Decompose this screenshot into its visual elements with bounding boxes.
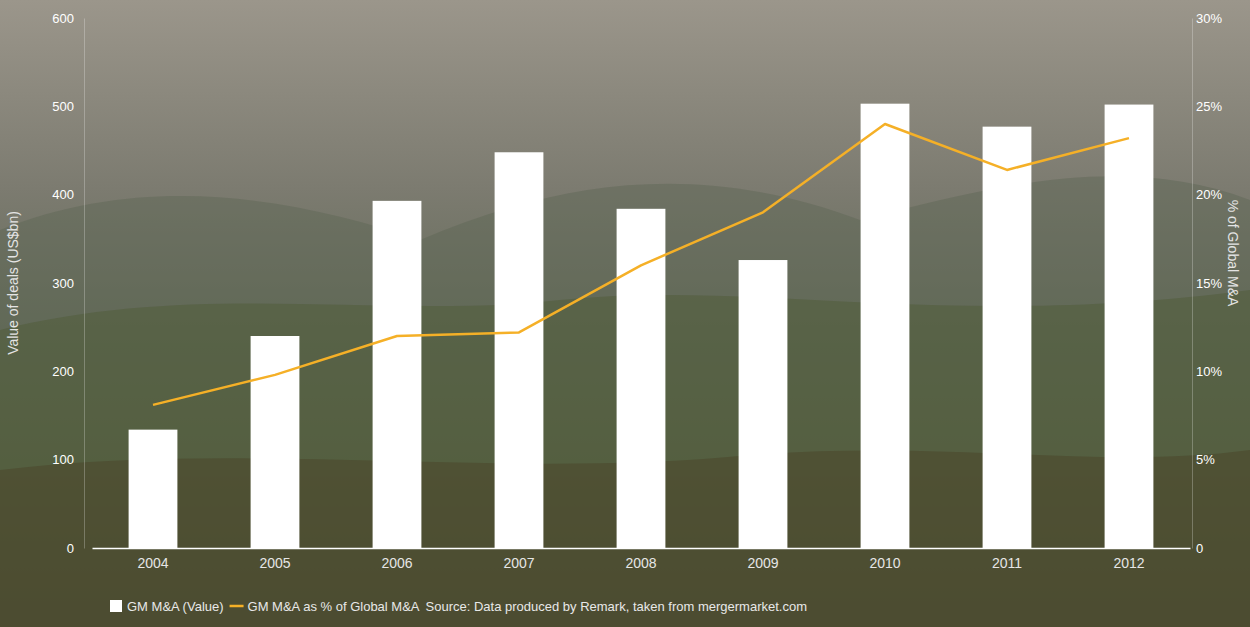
- tick-label: 2004: [137, 555, 168, 571]
- tick: 20%: [1192, 187, 1222, 202]
- legend-swatch: [110, 600, 122, 612]
- hill: [0, 176, 1250, 627]
- tick: 2006: [381, 548, 412, 571]
- background: [0, 0, 1250, 627]
- bar: [251, 336, 300, 548]
- tick-label: 0: [67, 541, 74, 556]
- tick-label: 2006: [381, 555, 412, 571]
- tick-label: 2010: [869, 555, 900, 571]
- background-hills: [0, 176, 1250, 627]
- tick: 25%: [1192, 99, 1222, 114]
- y2-axis: 0 5% 10% 15% 20% 25% 30%: [1192, 11, 1222, 556]
- tick: 2008: [625, 548, 656, 571]
- tick-label: 20%: [1196, 187, 1222, 202]
- tick: 10%: [1192, 364, 1222, 379]
- tick-label: 300: [52, 276, 74, 291]
- tick: 5%: [1192, 452, 1215, 467]
- tick: 400: [52, 187, 84, 202]
- bar: [1105, 105, 1154, 548]
- bar: [617, 209, 666, 548]
- tick-label: 600: [52, 11, 74, 26]
- y2-axis-title: % of Global M&A: [1225, 200, 1241, 307]
- tick-label: 15%: [1196, 276, 1222, 291]
- tick-label: 2012: [1113, 555, 1144, 571]
- bar: [739, 260, 788, 548]
- y-axis: 0 100 200 300 400 500 600: [52, 11, 84, 556]
- tick: 2007: [503, 548, 534, 571]
- chart: 0 100 200 300 400 500 600 0 5% 10% 15% 20% 25% 30% 200…: [0, 0, 1250, 627]
- tick-label: 100: [52, 452, 74, 467]
- tick: 0: [1192, 541, 1203, 556]
- tick-label: 0: [1196, 541, 1203, 556]
- axis-line: [84, 19, 85, 549]
- source-note: Source: Data produced by Remark, taken f…: [426, 599, 807, 614]
- bar: [129, 430, 178, 548]
- tick-label: 5%: [1196, 452, 1215, 467]
- tick: 2011: [992, 548, 1022, 571]
- line: [153, 124, 1129, 405]
- legend-label: GM M&A (Value): [127, 599, 224, 614]
- bar: [373, 201, 422, 548]
- tick: 2005: [259, 548, 290, 571]
- tick: 600: [52, 11, 84, 26]
- tick-label: 2008: [625, 555, 656, 571]
- x-axis: 2004 2005 2006 2007 2008 2009 2010 2011 2012: [93, 548, 1191, 571]
- tick: 15%: [1192, 276, 1222, 291]
- y-axis-title: Value of deals (US$bn): [5, 211, 21, 355]
- tick: 0: [67, 541, 84, 556]
- tick-label: 10%: [1196, 364, 1222, 379]
- tick-label: 25%: [1196, 99, 1222, 114]
- legend-swatch: [230, 605, 244, 608]
- tick-label: 400: [52, 187, 74, 202]
- tick-label: 2011: [992, 555, 1022, 571]
- tick: 300: [52, 276, 84, 291]
- bar-series: [129, 104, 1154, 548]
- tick: 200: [52, 364, 84, 379]
- bar: [861, 104, 910, 548]
- tick: 2010: [869, 548, 900, 571]
- tick-label: 200: [52, 364, 74, 379]
- tick: 500: [52, 99, 84, 114]
- axis-line: [1192, 19, 1193, 549]
- tick-label: 2005: [259, 555, 290, 571]
- bar: [495, 152, 544, 548]
- tick: 2009: [747, 548, 778, 571]
- legend: GM M&A (Value) GM M&A as % of Global M&A S…: [110, 599, 807, 614]
- legend-label: GM M&A as % of Global M&A: [248, 599, 420, 614]
- tick: 30%: [1192, 11, 1222, 26]
- tick-label: 2007: [503, 555, 534, 571]
- bar: [983, 127, 1032, 548]
- tick: 2012: [1113, 548, 1144, 571]
- tick: 2004: [137, 548, 168, 571]
- tick-label: 30%: [1196, 11, 1222, 26]
- tick: 100: [52, 452, 84, 467]
- tick-label: 500: [52, 99, 74, 114]
- tick-label: 2009: [747, 555, 778, 571]
- plot-area: [129, 104, 1154, 548]
- axis-line: [93, 548, 1191, 550]
